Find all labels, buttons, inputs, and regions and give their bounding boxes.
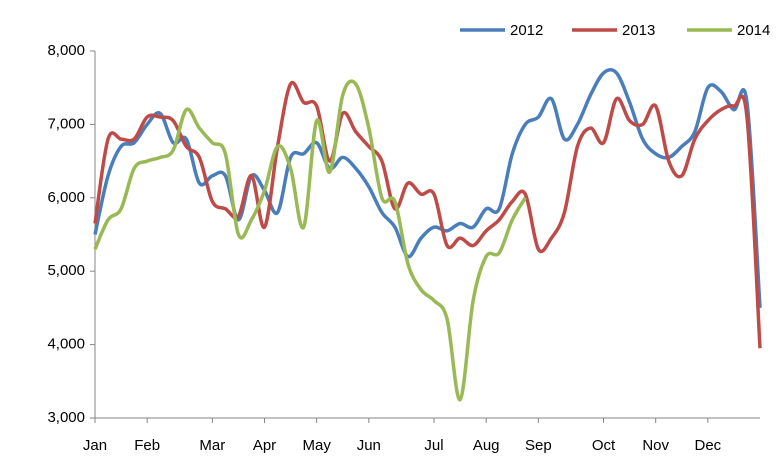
legend-label: 2013 (622, 22, 655, 39)
x-tick-label: Jan (83, 437, 107, 454)
legend-label: 2014 (737, 22, 770, 39)
x-tick-label: Apr (253, 437, 276, 454)
x-tick-label: Sep (525, 437, 552, 454)
legend-label: 2012 (510, 22, 543, 39)
y-tick-label: 3,000 (47, 409, 85, 426)
x-tick-label: May (302, 437, 331, 454)
line-series (93, 79, 527, 402)
y-tick-label: 5,000 (47, 262, 85, 279)
x-tick-label: Dec (694, 437, 721, 454)
x-tick-label: Nov (642, 437, 669, 454)
x-tick-label: Jun (357, 437, 381, 454)
x-tick-label: Mar (199, 437, 225, 454)
y-tick-label: 7,000 (47, 115, 85, 132)
y-tick-label: 4,000 (47, 336, 85, 353)
x-tick-label: Oct (592, 437, 616, 454)
x-tick-label: Feb (134, 437, 160, 454)
y-tick-label: 6,000 (47, 189, 85, 206)
x-tick-label: Jul (424, 437, 443, 454)
line-series (93, 68, 762, 309)
x-tick-label: Aug (473, 437, 500, 454)
line-series (93, 80, 762, 349)
y-tick-label: 8,000 (47, 42, 85, 59)
